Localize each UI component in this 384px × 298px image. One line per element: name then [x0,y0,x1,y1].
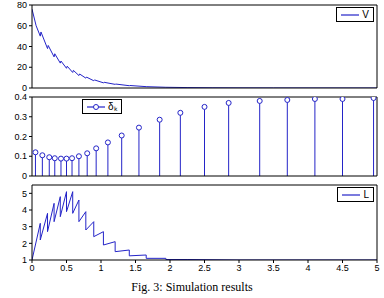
svg-text:60: 60 [17,21,27,31]
svg-text:0: 0 [29,263,34,273]
svg-text:40: 40 [17,42,27,52]
svg-text:2: 2 [22,239,27,249]
html-text:V: V [362,9,369,20]
svg-text:0.3: 0.3 [14,112,27,122]
svg-text:4: 4 [305,263,310,273]
svg-text:0.2: 0.2 [14,132,27,142]
svg-text:1.5: 1.5 [129,263,142,273]
svg-text:0.1: 0.1 [14,151,27,161]
svg-text:4: 4 [22,205,27,215]
svg-text:3.5: 3.5 [267,263,280,273]
svg-text:3: 3 [22,222,27,232]
svg-text:2: 2 [167,263,172,273]
svg-text:4.5: 4.5 [336,263,349,273]
html-text:Fig. 3: Simulation results: Fig. 3: Simulation results [131,280,253,294]
html-text:L: L [363,189,369,200]
svg-text:0.4: 0.4 [14,92,27,102]
svg-text:3: 3 [236,263,241,273]
svg-text:0.5: 0.5 [60,263,73,273]
svg-text:0: 0 [22,171,27,180]
svg-text:20: 20 [17,62,27,72]
svg-text:5: 5 [374,263,376,273]
svg-text:2.5: 2.5 [198,263,211,273]
html-text:δₖ: δₖ [108,101,117,112]
svg-text:1: 1 [98,263,103,273]
svg-text:0: 0 [22,83,27,92]
svg-text:1: 1 [22,255,27,265]
svg-text:5: 5 [22,189,27,199]
svg-text:80: 80 [17,0,27,10]
